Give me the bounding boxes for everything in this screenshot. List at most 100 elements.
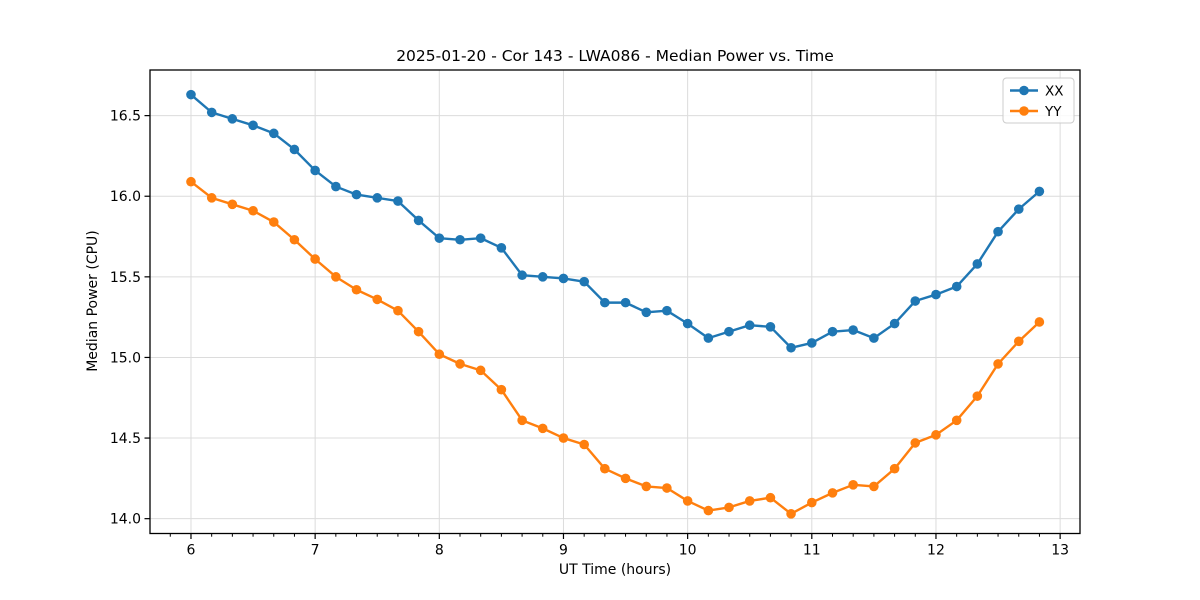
data-point-yy xyxy=(537,423,548,434)
data-point-xx xyxy=(807,338,817,348)
x-tick-label: 13 xyxy=(1051,543,1069,559)
y-tick-label: 16.5 xyxy=(110,109,141,125)
data-point-yy xyxy=(558,433,569,443)
data-point-yy xyxy=(724,502,734,513)
data-point-xx xyxy=(786,342,796,353)
data-point-yy xyxy=(662,483,672,493)
data-point-xx xyxy=(620,297,631,308)
data-point-xx xyxy=(600,297,610,308)
x-axis-label: UT Time (hours) xyxy=(558,562,672,578)
data-point-xx xyxy=(931,289,941,300)
data-point-xx xyxy=(227,114,238,124)
data-point-xx xyxy=(372,193,383,203)
data-point-yy xyxy=(951,415,962,426)
data-point-xx xyxy=(351,189,362,200)
data-point-yy xyxy=(331,272,341,282)
data-point-yy xyxy=(993,359,1003,369)
data-point-yy xyxy=(620,473,631,484)
data-point-yy xyxy=(351,284,362,295)
series-line-xx xyxy=(189,93,1041,349)
data-point-yy xyxy=(972,391,983,401)
data-point-yy xyxy=(703,505,714,516)
data-point-yy xyxy=(289,234,300,245)
data-point-xx xyxy=(206,107,217,118)
data-point-yy xyxy=(765,492,776,503)
data-point-xx xyxy=(682,318,693,329)
data-point-xx xyxy=(889,318,900,329)
data-point-yy xyxy=(268,217,279,227)
data-point-yy xyxy=(310,254,320,264)
data-point-xx xyxy=(744,320,755,331)
data-point-xx xyxy=(993,226,1003,237)
data-point-yy xyxy=(931,430,941,440)
data-point-yy xyxy=(786,509,796,519)
legend-label-yy: YY xyxy=(1044,104,1062,120)
data-point-xx xyxy=(765,322,776,332)
data-point-xx xyxy=(910,296,921,306)
legend-marker-yy xyxy=(1019,106,1029,116)
data-point-yy xyxy=(1013,336,1024,347)
x-tick-label: 12 xyxy=(927,543,945,559)
x-tick-label: 10 xyxy=(679,543,697,559)
data-point-yy xyxy=(475,365,486,376)
data-point-xx xyxy=(475,233,486,243)
data-point-yy xyxy=(372,294,383,305)
data-point-xx xyxy=(496,243,507,253)
data-point-yy xyxy=(848,480,858,490)
data-point-yy xyxy=(579,439,590,450)
data-point-xx xyxy=(724,326,734,337)
y-tick-label: 16.0 xyxy=(110,189,141,205)
x-tick-label: 8 xyxy=(435,543,444,559)
y-tick-label: 14.5 xyxy=(110,431,141,447)
data-point-yy xyxy=(1034,317,1045,327)
data-point-xx xyxy=(703,333,714,343)
data-point-xx xyxy=(186,89,196,100)
data-point-xx xyxy=(662,305,672,316)
y-tick-label: 15.0 xyxy=(110,350,141,366)
x-tick-label: 11 xyxy=(803,543,821,559)
data-point-yy xyxy=(434,349,445,360)
series-line-yy xyxy=(189,180,1041,516)
data-point-yy xyxy=(496,384,507,395)
data-point-xx xyxy=(289,144,300,155)
data-point-xx xyxy=(517,270,527,281)
data-point-yy xyxy=(248,205,258,216)
data-point-yy xyxy=(393,305,403,316)
data-point-xx xyxy=(310,165,320,176)
x-tick-label: 7 xyxy=(311,543,320,559)
data-point-yy xyxy=(227,199,238,210)
data-point-yy xyxy=(413,326,424,337)
data-point-xx xyxy=(455,234,465,245)
axes-frame xyxy=(149,69,1081,535)
data-point-yy xyxy=(744,496,755,506)
data-point-yy xyxy=(206,193,217,203)
data-point-yy xyxy=(600,463,610,474)
data-point-yy xyxy=(807,497,817,508)
x-tick-label: 9 xyxy=(559,543,568,559)
legend-label-xx: XX xyxy=(1045,84,1064,100)
chart-title: 2025-01-20 - Cor 143 - LWA086 - Median P… xyxy=(396,47,834,65)
data-point-xx xyxy=(951,281,962,292)
data-point-xx xyxy=(558,273,569,284)
data-point-xx xyxy=(848,325,858,335)
data-point-xx xyxy=(331,181,341,192)
data-point-xx xyxy=(434,233,445,243)
data-point-yy xyxy=(869,481,879,492)
data-point-yy xyxy=(889,463,900,474)
data-point-xx xyxy=(537,272,548,282)
y-tick-label: 14.0 xyxy=(110,512,141,528)
data-point-xx xyxy=(1013,204,1024,214)
legend-marker-xx xyxy=(1019,85,1029,96)
x-tick-label: 6 xyxy=(187,543,196,559)
data-point-yy xyxy=(517,415,527,426)
data-point-xx xyxy=(641,307,652,318)
data-point-yy xyxy=(186,176,196,187)
data-point-xx xyxy=(393,196,403,206)
data-point-xx xyxy=(413,215,424,226)
data-point-yy xyxy=(641,481,652,492)
data-point-xx xyxy=(972,259,983,269)
data-point-yy xyxy=(455,359,465,369)
data-point-yy xyxy=(827,488,838,498)
